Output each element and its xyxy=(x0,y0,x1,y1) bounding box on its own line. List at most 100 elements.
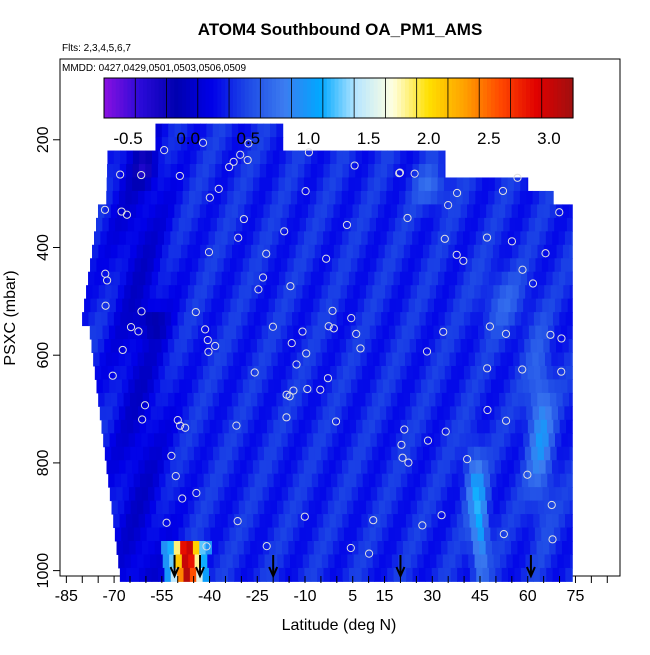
heatmap-cell xyxy=(308,446,316,461)
heatmap-cell xyxy=(287,379,295,394)
sample-point xyxy=(437,511,446,520)
heatmap-cell xyxy=(199,540,207,555)
heatmap-cell xyxy=(261,258,269,273)
heatmap-cell xyxy=(446,298,454,313)
heatmap-cell xyxy=(183,150,191,165)
heatmap-cell xyxy=(519,406,527,421)
heatmap-cell xyxy=(445,527,453,542)
heatmap-cell xyxy=(533,231,540,246)
colorbar-swatch xyxy=(225,78,230,118)
heatmap-cell xyxy=(267,325,275,340)
heatmap-cell xyxy=(230,379,237,394)
heatmap-cell xyxy=(313,433,321,448)
heatmap-cell xyxy=(95,217,103,232)
heatmap-cell xyxy=(368,365,376,380)
sample-point xyxy=(346,543,355,553)
heatmap-cell xyxy=(184,473,192,488)
heatmap-cell xyxy=(520,460,528,475)
heatmap-cell xyxy=(555,487,563,502)
colorbar-swatch xyxy=(252,78,258,118)
colorbar-swatch xyxy=(158,78,164,118)
heatmap-cell xyxy=(243,298,251,313)
heatmap-cell xyxy=(517,487,524,502)
heatmap-cell xyxy=(454,204,462,219)
heatmap-cell xyxy=(470,312,478,327)
sample-point xyxy=(369,516,378,525)
heatmap-cell xyxy=(501,271,509,286)
heatmap-cell xyxy=(482,231,490,246)
heatmap-cell xyxy=(207,352,215,367)
heatmap-cell xyxy=(534,473,542,488)
heatmap-cell xyxy=(335,460,343,475)
heatmap-cell xyxy=(449,190,457,205)
heatmap-cell xyxy=(259,460,267,475)
heatmap-cell xyxy=(293,379,301,394)
heatmap-cell xyxy=(168,285,176,300)
heatmap-cell xyxy=(563,554,571,569)
heatmap-cell xyxy=(405,177,413,192)
heatmap-cell xyxy=(264,285,272,300)
heatmap-cell xyxy=(384,339,392,354)
heatmap-cell xyxy=(200,446,208,461)
heatmap-cell xyxy=(460,392,468,407)
heatmap-cell xyxy=(291,150,299,165)
heatmap-cell xyxy=(456,514,464,529)
x-axis: -85 -70 -55 -40 -25 -10 5 15 30 45 60 75 xyxy=(55,576,608,605)
heatmap-cell xyxy=(447,204,455,219)
heatmap-cell xyxy=(98,392,106,407)
heatmap-cell xyxy=(101,312,109,327)
heatmap-cell xyxy=(413,527,421,542)
colorbar-swatch xyxy=(549,78,555,118)
heatmap-cell xyxy=(151,177,159,192)
heatmap-cell xyxy=(435,244,443,259)
heatmap-cell xyxy=(152,365,159,380)
heatmap-cell xyxy=(132,231,140,246)
heatmap-cell xyxy=(450,177,458,192)
heatmap-cell xyxy=(331,379,339,394)
heatmap-cell xyxy=(114,419,122,434)
heatmap-cell xyxy=(204,298,212,313)
heatmap-cell xyxy=(250,137,258,152)
heatmap-cell xyxy=(233,406,241,421)
heatmap-cell xyxy=(426,527,434,542)
heatmap-cell xyxy=(158,271,165,286)
heatmap-cell xyxy=(235,473,243,488)
heatmap-cell xyxy=(367,514,375,529)
heatmap-cell xyxy=(308,244,316,259)
heatmap-cell xyxy=(516,379,524,394)
colorbar-swatch xyxy=(424,78,429,118)
heatmap-cell xyxy=(107,164,114,178)
heatmap-cell xyxy=(166,258,174,273)
heatmap-cell xyxy=(541,258,549,273)
heatmap-cell xyxy=(133,473,141,488)
heatmap-cell xyxy=(431,150,439,165)
heatmap-cell xyxy=(200,554,208,569)
heatmap-cell xyxy=(444,514,451,529)
heatmap-cell xyxy=(192,540,200,555)
colorbar-swatch xyxy=(272,78,277,118)
heatmap-cell xyxy=(121,379,129,394)
heatmap-cell xyxy=(478,258,486,273)
heatmap-cell xyxy=(245,500,253,515)
heatmap-cell xyxy=(444,150,446,165)
heatmap-cell xyxy=(567,258,573,273)
heatmap-cell xyxy=(506,352,514,367)
heatmap-cell xyxy=(167,540,175,555)
heatmap-cell xyxy=(533,271,541,286)
heatmap-cell xyxy=(136,285,144,300)
heatmap-cell xyxy=(507,231,515,246)
heatmap-cell xyxy=(399,177,407,192)
heatmap-cell xyxy=(318,527,326,542)
heatmap-cell xyxy=(488,231,496,246)
heatmap-cell xyxy=(343,419,351,434)
heatmap-cell xyxy=(397,392,405,407)
heatmap-cell xyxy=(327,446,335,461)
heatmap-cell xyxy=(356,527,364,542)
heatmap-cell xyxy=(182,190,190,205)
heatmap-cell xyxy=(358,487,365,502)
heatmap-cell xyxy=(295,339,302,354)
heatmap-cell xyxy=(509,527,517,542)
heatmap-cell xyxy=(252,190,260,205)
heatmap-cell xyxy=(132,177,139,192)
heatmap-cell xyxy=(225,244,233,259)
